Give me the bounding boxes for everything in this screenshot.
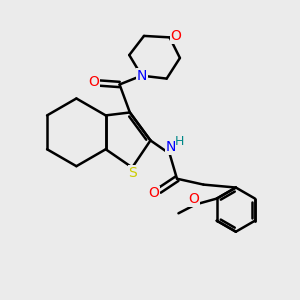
Text: H: H bbox=[175, 135, 184, 148]
Text: O: O bbox=[148, 186, 159, 200]
Text: N: N bbox=[166, 140, 176, 154]
Text: O: O bbox=[88, 74, 99, 88]
Text: N: N bbox=[136, 69, 147, 83]
Text: O: O bbox=[171, 29, 182, 43]
Text: O: O bbox=[189, 192, 200, 206]
Text: S: S bbox=[128, 166, 137, 180]
